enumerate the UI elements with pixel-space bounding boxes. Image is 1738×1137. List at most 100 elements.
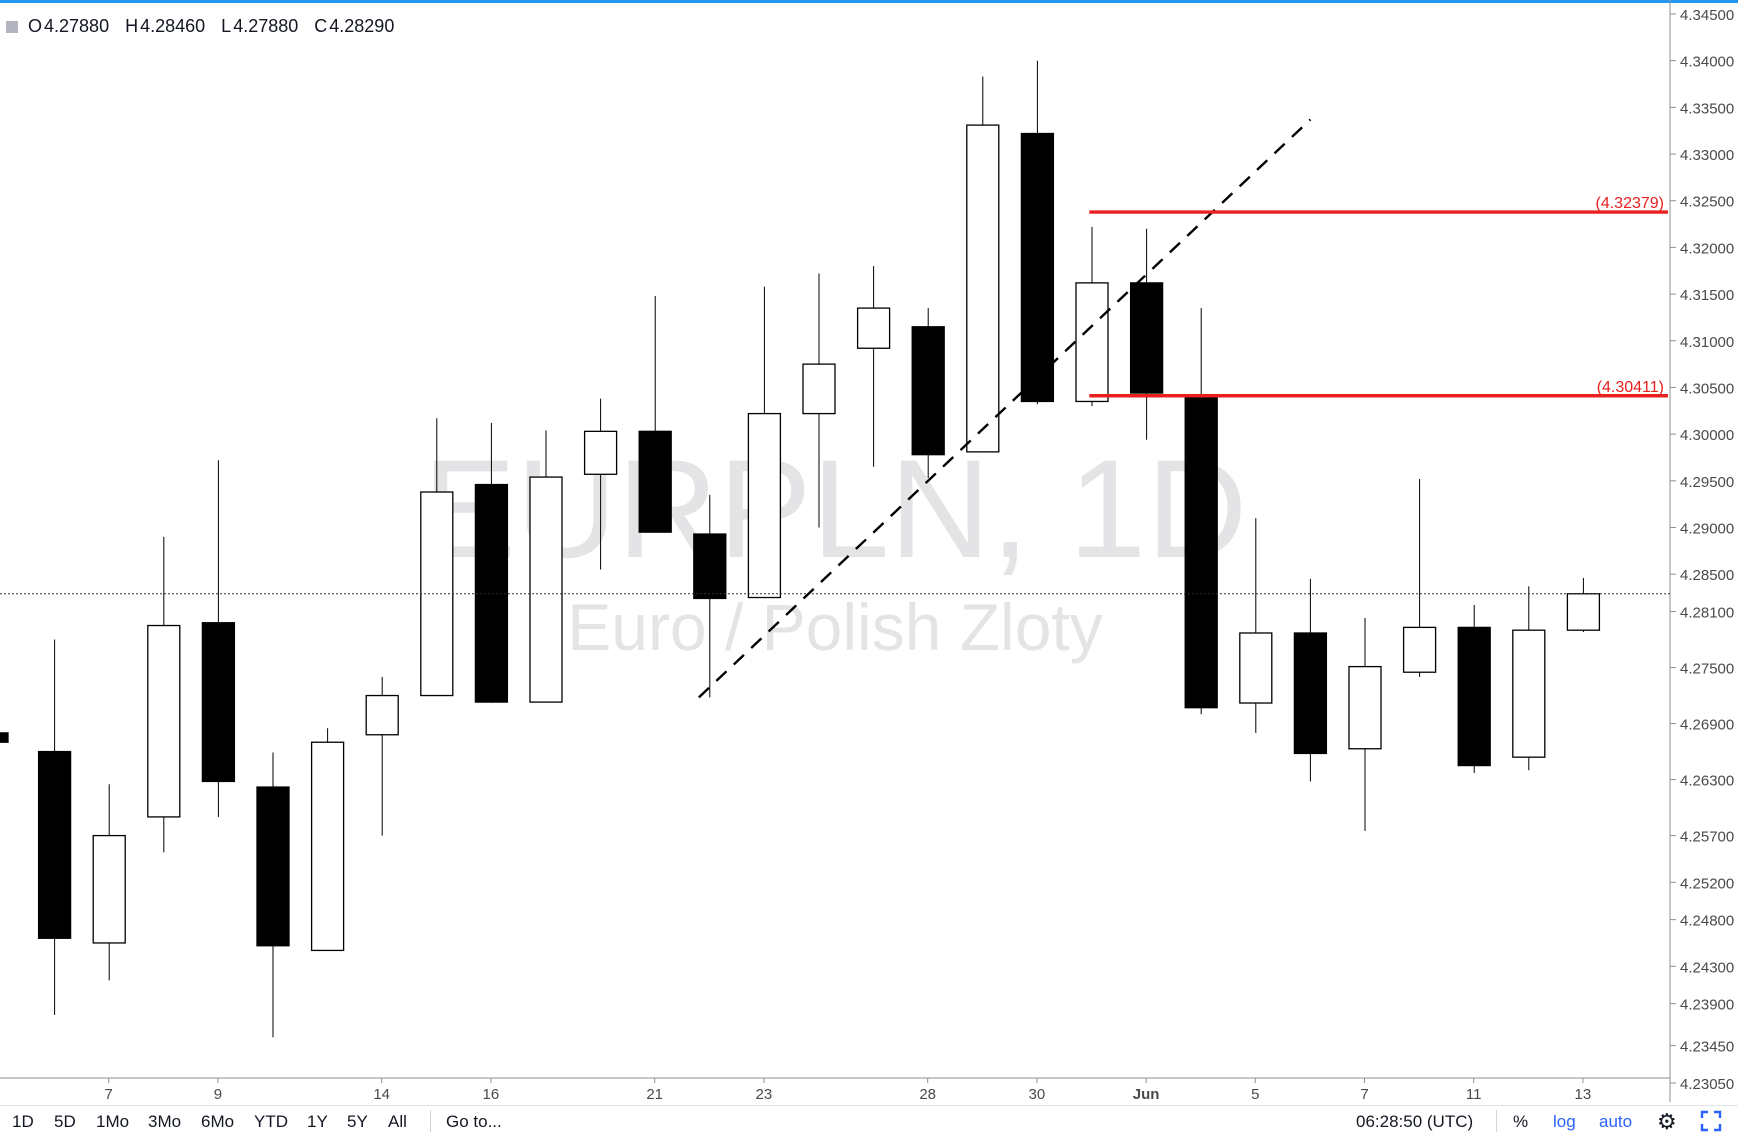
price-tick-label: 4.24800 bbox=[1680, 913, 1734, 930]
close-label: C bbox=[314, 16, 328, 36]
clock-text[interactable]: 06:28:50 (UTC) bbox=[1356, 1112, 1474, 1131]
candle-up bbox=[966, 76, 1000, 453]
candle-body bbox=[1075, 282, 1109, 403]
range-button-6mo[interactable]: 6Mo bbox=[201, 1112, 235, 1131]
time-tick-label: 7 bbox=[1360, 1086, 1368, 1103]
close-value: 4.28290 bbox=[329, 16, 395, 36]
candle-down bbox=[693, 494, 727, 698]
open-label: O bbox=[28, 16, 43, 36]
low-label: L bbox=[221, 16, 232, 36]
candle-up bbox=[1348, 618, 1382, 831]
candle-up bbox=[1566, 577, 1601, 633]
candle-up bbox=[92, 784, 126, 981]
candle-body bbox=[1512, 629, 1546, 758]
candle-body bbox=[201, 622, 236, 783]
price-axis[interactable]: 4.34500 4.34000 4.33500 4.33000 4.32500 4.320… bbox=[1669, 0, 1734, 1102]
candle-body bbox=[310, 741, 345, 952]
price-tick-label: 4.26300 bbox=[1680, 773, 1734, 790]
price-tick-label: 4.34000 bbox=[1680, 54, 1734, 71]
candle-body bbox=[1184, 396, 1218, 709]
candle-body bbox=[1402, 626, 1437, 673]
candle-down bbox=[201, 460, 236, 817]
auto-toggle[interactable]: auto bbox=[1599, 1112, 1633, 1131]
percent-toggle[interactable]: % bbox=[1513, 1112, 1529, 1131]
candle-down bbox=[1457, 604, 1491, 774]
candle-down bbox=[0, 732, 9, 743]
candle-down bbox=[37, 639, 72, 1015]
candle-body bbox=[147, 624, 181, 818]
low-value: 4.27880 bbox=[233, 16, 299, 36]
price-tick-label: 4.29000 bbox=[1680, 520, 1734, 537]
candle-body bbox=[1129, 282, 1164, 394]
candle-up bbox=[1075, 226, 1109, 407]
range-button-1mo[interactable]: 1Mo bbox=[96, 1112, 130, 1131]
candle-body bbox=[693, 533, 727, 600]
toolbar-divider bbox=[1496, 1110, 1497, 1132]
range-button-ytd[interactable]: YTD bbox=[254, 1112, 288, 1131]
level-label: (4.32379) bbox=[1596, 195, 1665, 212]
trend-line[interactable] bbox=[698, 118, 1312, 699]
time-tick-label: 9 bbox=[214, 1086, 222, 1103]
high-label: H bbox=[125, 16, 139, 36]
high-value: 4.28460 bbox=[140, 16, 206, 36]
candle-body bbox=[37, 750, 72, 939]
time-tick-label: 14 bbox=[373, 1086, 390, 1103]
candle-up bbox=[310, 728, 345, 952]
goto-button[interactable]: Go to... bbox=[446, 1112, 502, 1131]
candle-body bbox=[1457, 626, 1491, 767]
candle-up bbox=[529, 430, 563, 703]
time-tick-label: 21 bbox=[646, 1086, 663, 1103]
time-tick-label: 11 bbox=[1466, 1086, 1482, 1103]
price-tick-label: 4.29500 bbox=[1680, 474, 1734, 491]
price-tick-label: 4.27500 bbox=[1680, 661, 1734, 678]
time-tick-label: 7 bbox=[105, 1086, 113, 1103]
candle-body bbox=[1020, 132, 1055, 403]
time-tick-label: 28 bbox=[919, 1086, 936, 1103]
fullscreen-icon[interactable] bbox=[1700, 1110, 1722, 1137]
price-tick-label: 4.26900 bbox=[1680, 717, 1734, 734]
candlestick-chart[interactable]: EURPLN, 1D Euro / Polish Zloty 4.345004.… bbox=[0, 0, 1738, 1105]
candle-body bbox=[1348, 665, 1382, 750]
price-tick-label: 4.28500 bbox=[1680, 567, 1734, 584]
range-button-all[interactable]: All bbox=[388, 1112, 407, 1131]
time-tick-label: 23 bbox=[756, 1086, 773, 1103]
gear-icon[interactable]: ⚙ bbox=[1657, 1109, 1677, 1134]
candle-body bbox=[92, 834, 126, 944]
candle-down bbox=[911, 308, 945, 479]
candle-body bbox=[1293, 632, 1328, 755]
candle-body bbox=[0, 732, 9, 743]
candle-down bbox=[1129, 228, 1164, 440]
candle-down bbox=[474, 422, 509, 704]
candle-down bbox=[638, 295, 672, 533]
range-button-1y[interactable]: 1Y bbox=[307, 1112, 328, 1131]
range-button-5y[interactable]: 5Y bbox=[347, 1112, 368, 1131]
price-tick-label: 4.23050 bbox=[1680, 1076, 1734, 1093]
ohlc-legend: O 4.27880 H 4.28460 L 4.27880 C 4.28290 bbox=[0, 16, 406, 40]
symbol-marker-icon bbox=[6, 21, 18, 33]
price-tick-label: 4.31000 bbox=[1680, 334, 1734, 351]
candle-up bbox=[1402, 478, 1437, 677]
candle-up bbox=[802, 273, 836, 528]
level-label: (4.30411) bbox=[1597, 379, 1664, 396]
toolbar-divider bbox=[430, 1110, 431, 1132]
range-button-5d[interactable]: 5D bbox=[54, 1112, 76, 1131]
candle-up bbox=[856, 266, 891, 467]
time-axis[interactable]: 379141621232830Jun571113 bbox=[0, 1077, 1670, 1103]
candle-body bbox=[747, 412, 782, 599]
price-tick-label: 4.32500 bbox=[1680, 194, 1734, 211]
candle-up bbox=[747, 286, 782, 599]
price-tick-label: 4.34500 bbox=[1680, 7, 1734, 24]
candle-down bbox=[256, 752, 290, 1038]
price-tick-label: 4.33000 bbox=[1680, 147, 1734, 164]
time-tick-label: 16 bbox=[483, 1086, 500, 1103]
price-tick-label: 4.24300 bbox=[1680, 959, 1734, 976]
drawings[interactable]: (4.32379) (4.30411) bbox=[0, 118, 1670, 699]
price-tick-label: 4.25700 bbox=[1680, 829, 1734, 846]
watermark-description: Euro / Polish Zloty bbox=[567, 590, 1103, 664]
price-tick-label: 4.30500 bbox=[1680, 380, 1734, 397]
candles bbox=[0, 60, 1601, 1038]
price-tick-label: 4.33500 bbox=[1680, 100, 1734, 117]
range-button-1d[interactable]: 1D bbox=[12, 1112, 34, 1131]
log-toggle[interactable]: log bbox=[1553, 1112, 1576, 1131]
range-button-3mo[interactable]: 3Mo bbox=[148, 1112, 182, 1131]
